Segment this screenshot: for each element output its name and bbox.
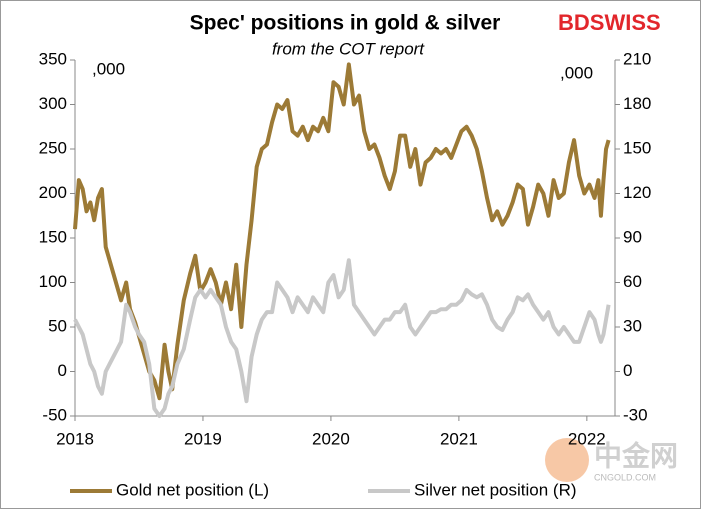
y-tick-label: 100 (39, 272, 67, 291)
y-tick-label: 50 (48, 316, 67, 335)
y-tick-label: 300 (39, 94, 67, 113)
y2-tick-label: 120 (623, 183, 651, 202)
y2-tick-label: 210 (623, 49, 651, 68)
y-tick-label: 250 (39, 138, 67, 157)
chart-title: Spec' positions in gold & silver (190, 12, 501, 35)
y-tick-label: 150 (39, 227, 67, 246)
watermark-icon (545, 438, 589, 482)
y2-tick-label: -30 (623, 405, 648, 424)
y-tick-label: -50 (42, 405, 67, 424)
y-tick-label: 350 (39, 49, 67, 68)
right-unit: ,000 (560, 63, 593, 82)
y2-tick-label: 180 (623, 94, 651, 113)
left-unit: ,000 (92, 59, 125, 78)
watermark: 中金网 (594, 439, 678, 471)
y-tick-label: 0 (58, 361, 67, 380)
watermark-sub: CNGOLD.COM (594, 472, 656, 482)
y2-tick-label: 60 (623, 272, 642, 291)
x-tick-label: 2020 (312, 429, 350, 448)
y-tick-label: 200 (39, 183, 67, 202)
chart-subtitle: from the COT report (272, 39, 425, 58)
y2-tick-label: 150 (623, 138, 651, 157)
y2-tick-label: 0 (623, 361, 632, 380)
y2-tick-label: 90 (623, 227, 642, 246)
x-tick-label: 2022 (568, 429, 606, 448)
logo: BDSWISS (558, 10, 661, 35)
x-tick-label: 2021 (440, 429, 478, 448)
x-tick-label: 2019 (184, 429, 222, 448)
legend-label: Gold net position (L) (116, 480, 269, 499)
legend-label: Silver net position (R) (414, 480, 577, 499)
x-tick-label: 2018 (56, 429, 94, 448)
series-line (73, 258, 611, 418)
y2-tick-label: 30 (623, 316, 642, 335)
